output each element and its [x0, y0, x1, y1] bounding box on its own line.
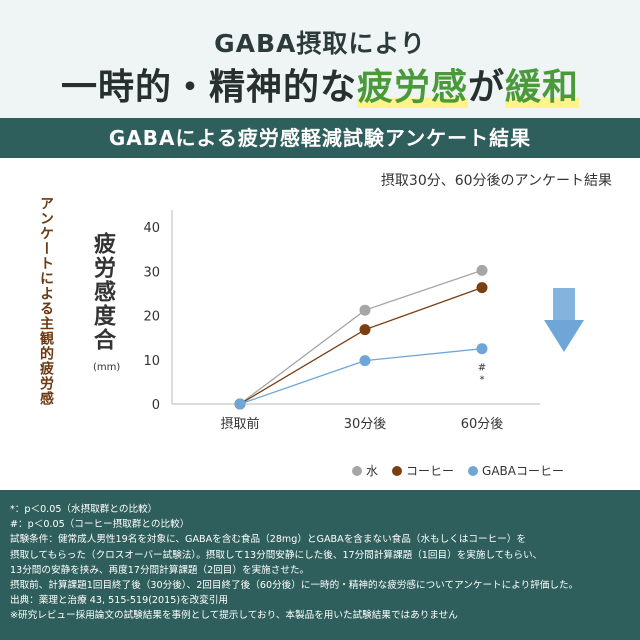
footnote-line: ※研究レビュー採用論文の試験結果を事例として提示しており、本製品を用いた試験結果… [10, 610, 458, 622]
chart-subtitle: 摂取30分、60分後のアンケート結果 [380, 173, 612, 189]
data-point [476, 343, 488, 355]
footnote-line: 出典：薬理と治療 43, 515-519(2015)を改変引用 [10, 595, 229, 607]
x-tick-label: 30分後 [344, 417, 387, 432]
down-arrow-icon [544, 288, 584, 352]
y-tick-label: 0 [152, 398, 160, 413]
legend-label: コーヒー [406, 464, 455, 478]
y-tick-label: 30 [143, 265, 160, 280]
chart-legend: 水 コーヒー GABAコーヒー [352, 462, 564, 479]
series-line-0 [239, 269, 483, 405]
legend-label: 水 [366, 464, 379, 478]
legend-dot-icon [468, 465, 479, 476]
chart-axes: 0 10 20 30 40 摂取前 30分後 60分後 [143, 210, 540, 432]
legend-item: GABAコーヒー [468, 462, 564, 479]
headline-prefix: 一時的・精神的な [60, 67, 357, 108]
legend-item: コーヒー [392, 462, 454, 479]
y-tick-label: 10 [143, 354, 160, 369]
legend-label: GABAコーヒー [482, 464, 564, 478]
significance-hash: # [478, 363, 486, 374]
footnote-line: *：p＜0.05（水摂取群との比較） [10, 504, 158, 515]
footnote-line: 試験条件：健常成人男性19名を対象に、GABAを含む食品（28mg）とGABAを… [10, 534, 526, 546]
data-point [359, 324, 371, 336]
y-tick-label: 20 [143, 310, 160, 325]
y-axis-unit: (mm) [93, 362, 121, 373]
headline-highlight-fatigue: 疲労感 [356, 67, 468, 108]
x-tick-label: 60分後 [461, 417, 504, 432]
footnote-line: 摂取前、計算課題1回目終了後（30分後）、2回目終了後（60分後）に一時的・精神… [10, 580, 579, 592]
data-point [476, 264, 488, 276]
side-label: アンケートによる主観的疲労感 [38, 196, 54, 406]
legend-dot-icon [392, 465, 403, 476]
legend-dot-icon [352, 465, 362, 476]
significance-star: * [480, 375, 485, 386]
data-point [234, 398, 246, 410]
header-area: GABA摂取により 一時的・精神的な疲労感が緩和 [0, 0, 640, 118]
y-axis-title: 疲労感度合 [90, 232, 115, 352]
section-banner: GABAによる疲労感軽減試験アンケート結果 [0, 118, 640, 158]
data-point [476, 282, 488, 294]
footnotes: *：p＜0.05（水摂取群との比較） #：p＜0.05（コーヒー摂取群との比較） 試… [0, 490, 640, 640]
chart-series [234, 264, 488, 410]
series-line-1 [239, 287, 483, 405]
footnote-line: 13分間の安静を挟み、再度17分間計算課題（2回目）を実施させた。 [10, 564, 310, 576]
chart-panel [0, 158, 640, 490]
footnote-line: 摂取してもらった（クロスオーバー試験法）。摂取して13分間安静にした後、17分間… [10, 549, 543, 561]
data-point [359, 304, 371, 316]
headline-highlight-relief: 緩和 [505, 67, 580, 108]
data-point [359, 355, 371, 367]
headline-line1: GABA摂取により [214, 29, 426, 58]
legend-item: 水 [352, 462, 378, 479]
y-tick-label: 40 [143, 221, 160, 236]
x-tick-label: 摂取前 [220, 416, 259, 432]
headline-line2: 一時的・精神的な疲労感が緩和 [0, 58, 640, 110]
headline-mid: が [468, 67, 506, 108]
footnote-line: #：p＜0.05（コーヒー摂取群との比較） [10, 519, 190, 531]
